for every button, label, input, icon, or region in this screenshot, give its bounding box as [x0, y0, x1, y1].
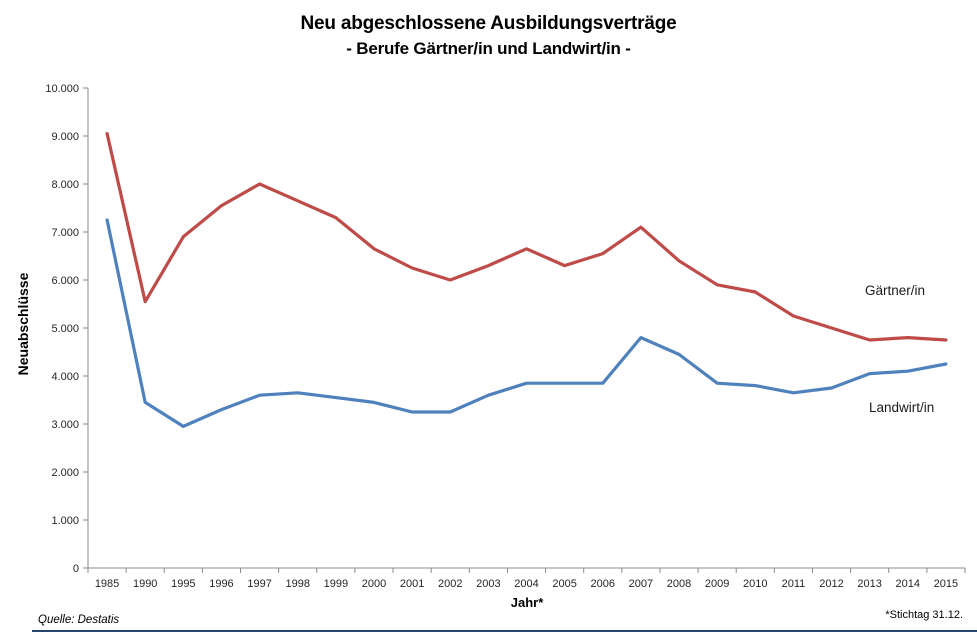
title-block: Neu abgeschlossene Ausbildungsverträge -… [0, 12, 977, 62]
bottom-border-line [32, 630, 977, 632]
y-tick-label: 2.000 [51, 467, 79, 479]
x-tick-label: 2011 [782, 578, 806, 590]
x-tick-label: 2000 [362, 578, 386, 590]
y-tick-label: 8.000 [51, 179, 79, 191]
x-tick-label: 2010 [743, 578, 767, 590]
x-tick-label: 1996 [209, 578, 233, 590]
x-tick-label: 2004 [514, 578, 538, 590]
x-axis-title: Jahr* [510, 595, 544, 610]
x-tick-label: 1985 [95, 578, 119, 590]
y-tick-label: 9.000 [51, 131, 79, 143]
series-label-landwirt: Landwirt/in [869, 400, 935, 415]
x-tick-label: 1999 [324, 578, 348, 590]
source-note: Quelle: Destatis [38, 614, 120, 626]
y-tick-label: 10.000 [45, 83, 79, 95]
y-tick-label: 7.000 [51, 227, 79, 239]
chart-title: Neu abgeschlossene Ausbildungsverträge [300, 13, 677, 34]
x-tick-label: 2009 [705, 578, 729, 590]
series-line-landwirt [105, 218, 948, 428]
x-tick-label: 2015 [934, 578, 958, 590]
y-tick-label: 3.000 [51, 419, 79, 431]
series-line-gaertner [105, 132, 948, 342]
x-tick-label: 2006 [591, 578, 615, 590]
y-tick-label: 0 [73, 563, 79, 575]
y-tick-label: 4.000 [51, 371, 79, 383]
x-tick-label: 2005 [552, 578, 576, 590]
y-tick-label: 1.000 [51, 515, 79, 527]
x-tick-label: 2001 [400, 578, 424, 590]
chart-subtitle: - Berufe Gärtner/in und Landwirt/in - [346, 39, 631, 58]
x-tick-label: 1990 [133, 578, 157, 590]
x-tick-label: 2003 [476, 578, 500, 590]
y-axis-title: Neuabschlüsse [15, 272, 31, 376]
x-tick-label: 2013 [857, 578, 881, 590]
x-tick-label: 2002 [438, 578, 462, 590]
footnote-stichtag: *Stichtag 31.12. [885, 609, 963, 621]
x-tick-label: 2008 [667, 578, 691, 590]
series-label-gaertner: Gärtner/in [865, 283, 926, 298]
y-tick-label: 6.000 [51, 275, 79, 287]
x-tick-label: 2014 [896, 578, 920, 590]
x-tick-label: 2007 [629, 578, 653, 590]
x-tick-label: 1995 [171, 578, 195, 590]
x-tick-label: 1997 [247, 578, 271, 590]
y-tick-label: 5.000 [51, 323, 79, 335]
x-tick-label: 2012 [819, 578, 843, 590]
x-tick-label: 1998 [285, 578, 309, 590]
